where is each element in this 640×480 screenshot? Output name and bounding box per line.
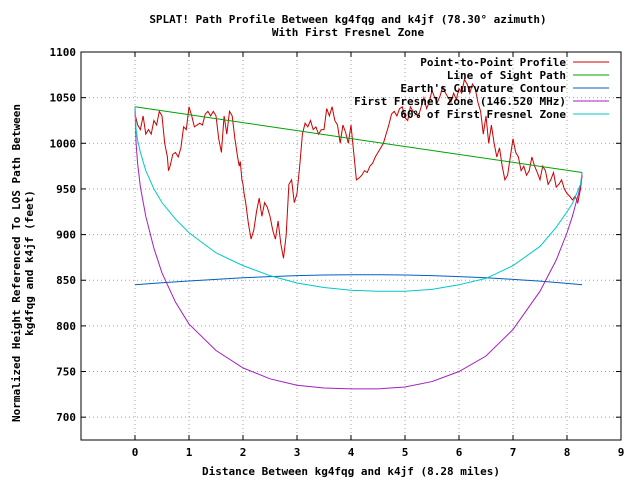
x-axis-label: Distance Between kg4fqg and k4jf (8.28 m… — [202, 465, 500, 478]
x-tick-label: 9 — [618, 446, 625, 459]
ticks: 0 1 2 3 4 5 6 7 8 9 700 750 800 850 900 950 1000 1050 1100 — [50, 46, 625, 459]
series-line-3 — [134, 274, 583, 286]
series-layer — [134, 78, 583, 390]
x-tick-label: 3 — [294, 446, 301, 459]
x-tick-label: 8 — [564, 446, 571, 459]
legend-label-3: Earth's Curvature Contour — [400, 82, 566, 95]
legend-label-4: First Fresnel Zone (146.520 MHz) — [354, 95, 566, 108]
y-tick-label: 700 — [56, 411, 76, 424]
legend-label-1: Point-to-Point Profile — [420, 56, 566, 69]
x-tick-label: 0 — [132, 446, 139, 459]
series-line-4 — [134, 106, 583, 390]
chart-subtitle: With First Fresnel Zone — [272, 26, 425, 39]
legend-label-5: 60% of First Fresnel Zone — [400, 108, 566, 121]
y-tick-label: 950 — [56, 183, 76, 196]
y-tick-label: 1100 — [50, 46, 77, 59]
y-axis-label-line-1: Normalized Height Referenced To LOS Path… — [10, 104, 23, 422]
x-tick-label: 5 — [402, 446, 409, 459]
y-tick-label: 800 — [56, 320, 76, 333]
x-tick-label: 1 — [186, 446, 193, 459]
x-tick-label: 7 — [510, 446, 517, 459]
legend-label-2: Line of Sight Path — [447, 69, 566, 82]
x-tick-label: 4 — [348, 446, 355, 459]
y-tick-label: 850 — [56, 274, 76, 287]
series-line-5 — [134, 106, 583, 292]
y-tick-label: 1050 — [50, 92, 77, 105]
chart-title: SPLAT! Path Profile Between kg4fqg and k… — [149, 13, 546, 26]
x-tick-label: 6 — [456, 446, 463, 459]
series-line-1 — [134, 78, 583, 259]
series-line-2 — [134, 106, 583, 174]
y-tick-label: 900 — [56, 229, 76, 242]
x-tick-label: 2 — [240, 446, 247, 459]
y-axis-label-line-2: kg4fqg and k4jf (feet) — [23, 190, 36, 336]
y-tick-label: 1000 — [50, 137, 77, 150]
y-tick-label: 750 — [56, 366, 76, 379]
